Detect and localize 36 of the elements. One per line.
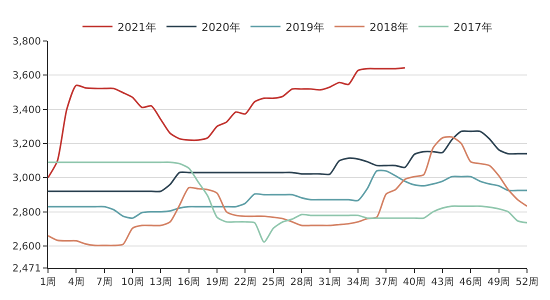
x-tick-label: 46周 xyxy=(459,277,482,288)
x-tick-label: 43周 xyxy=(431,277,454,288)
x-tick-label: 22周 xyxy=(234,277,257,288)
legend-label: 2021年 xyxy=(118,20,156,34)
x-tick-label: 10周 xyxy=(121,277,144,288)
x-tick-label: 37周 xyxy=(374,277,398,288)
x-tick-label: 28周 xyxy=(290,277,313,288)
x-tick-label: 34周 xyxy=(346,277,370,288)
y-tick-label: 3,800 xyxy=(12,36,41,48)
legend-label: 2017年 xyxy=(454,20,492,34)
x-tick-label: 31周 xyxy=(318,277,342,288)
x-tick-label: 7周 xyxy=(96,277,113,288)
line-series xyxy=(48,136,527,246)
legend-label: 2018年 xyxy=(370,20,408,34)
legend-label: 2020年 xyxy=(202,20,240,34)
line-series xyxy=(48,67,406,178)
x-tick-label: 1周 xyxy=(40,277,56,288)
y-tick-label: 2,471 xyxy=(12,264,41,274)
x-tick-label: 4周 xyxy=(68,277,84,288)
line-series xyxy=(48,170,527,219)
y-tick-label: 3,600 xyxy=(12,70,41,82)
y-tick-label: 3,400 xyxy=(12,104,41,116)
x-tick-label: 52周 xyxy=(516,277,538,288)
y-tick-label: 2,600 xyxy=(12,241,41,252)
x-tick-label: 13周 xyxy=(149,277,172,288)
y-tick-label: 2,800 xyxy=(12,207,41,218)
line-series xyxy=(48,161,527,243)
line-series xyxy=(48,130,527,192)
y-tick-label: 3,200 xyxy=(12,138,41,150)
x-tick-label: 16周 xyxy=(178,277,200,288)
x-tick-label: 25周 xyxy=(262,277,285,288)
legend-label: 2019年 xyxy=(286,20,324,34)
x-tick-label: 19周 xyxy=(206,277,228,288)
x-tick-label: 40周 xyxy=(402,277,426,288)
x-tick-label: 49周 xyxy=(487,277,510,288)
y-tick-label: 3,000 xyxy=(12,173,41,184)
